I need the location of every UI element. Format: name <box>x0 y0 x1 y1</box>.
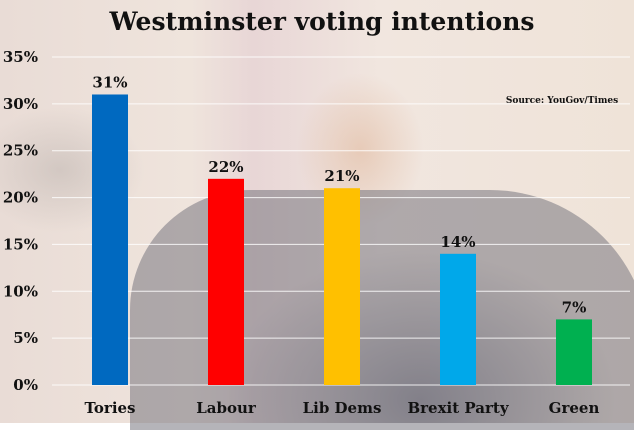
x-tick-label: Brexit Party <box>407 399 509 417</box>
data-label: 21% <box>324 167 359 185</box>
y-tick-label: 20% <box>3 189 38 207</box>
x-tick-label: Tories <box>84 399 135 417</box>
x-tick-label: Green <box>549 399 600 417</box>
y-tick-label: 15% <box>3 235 38 253</box>
data-label: 31% <box>92 73 127 91</box>
x-tick-label: Lib Dems <box>303 399 382 417</box>
data-label: 14% <box>440 233 475 251</box>
y-tick-label: 35% <box>3 48 38 66</box>
y-tick-label: 10% <box>3 282 38 300</box>
chart-title: Westminster voting intentions <box>109 7 535 36</box>
bar-lib-dems <box>324 188 360 385</box>
bar-green <box>556 319 592 385</box>
y-tick-label: 25% <box>3 142 38 160</box>
bar-tories <box>92 94 128 385</box>
bar-brexit-party <box>440 253 476 385</box>
source-note: Source: YouGov/Times <box>506 96 618 106</box>
data-label: 22% <box>208 158 243 176</box>
x-tick-label: Labour <box>196 399 257 417</box>
y-tick-label: 5% <box>13 329 38 347</box>
y-tick-label: 0% <box>13 376 38 394</box>
bar-labour <box>208 178 244 385</box>
data-label: 7% <box>562 298 587 316</box>
y-tick-label: 30% <box>3 95 38 113</box>
